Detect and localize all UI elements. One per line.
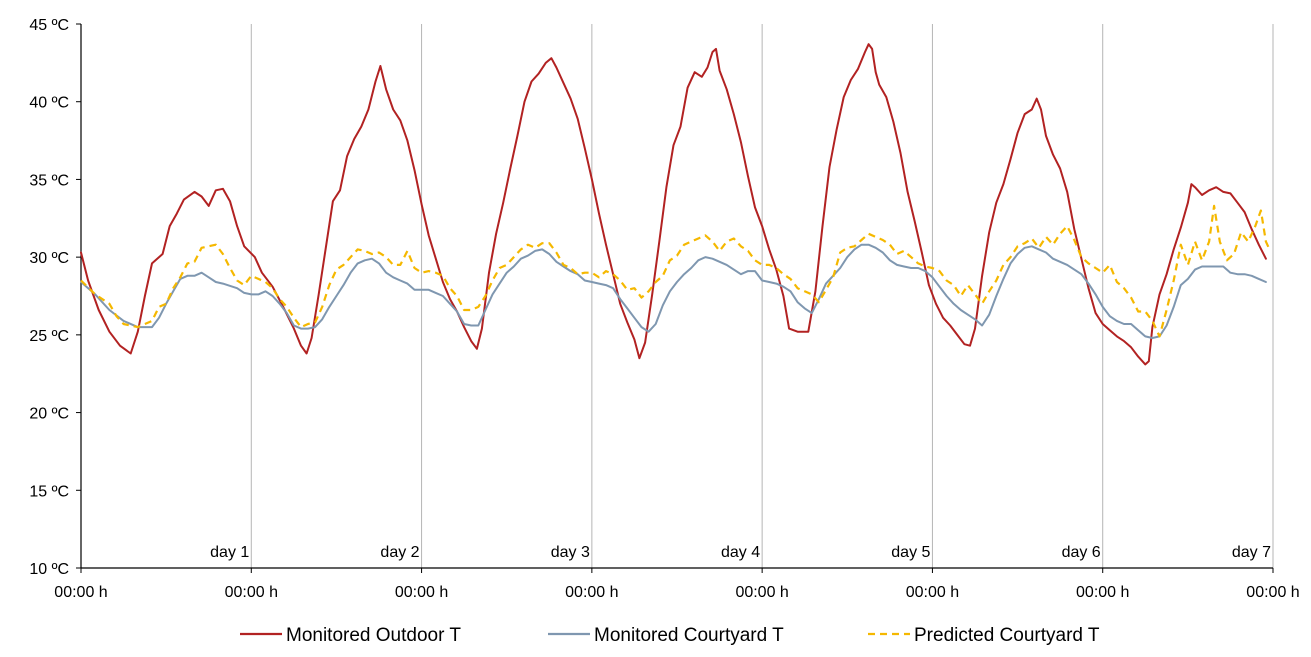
x-tick-label: 00:00 h	[54, 584, 107, 601]
x-tick-label: 00:00 h	[906, 584, 959, 601]
day-label-4: day 4	[721, 544, 760, 561]
y-tick-label: 25 ºC	[29, 328, 69, 345]
x-tick-label: 00:00 h	[565, 584, 618, 601]
legend: Monitored Outdoor T Monitored Courtyard T…	[240, 625, 1100, 646]
y-tick-label: 30 ºC	[29, 250, 69, 267]
x-tick-label: 00:00 h	[1246, 584, 1299, 601]
legend-label: Predicted Courtyard T	[914, 625, 1100, 646]
day-label-2: day 2	[380, 544, 419, 561]
series-line-monitored-courtyard-t	[80, 243, 1267, 339]
y-tick-label: 20 ºC	[29, 406, 69, 423]
x-tick-label: 00:00 h	[1076, 584, 1129, 601]
x-axis-ticks: 00:00 h 00:00 h 00:00 h 00:00 h 00:00 h 00:00…	[54, 568, 1300, 601]
day-label-5: day 5	[891, 544, 930, 561]
x-tick-label: 00:00 h	[395, 584, 448, 601]
legend-label: Monitored Courtyard T	[594, 625, 784, 646]
vertical-gridlines	[250, 24, 1274, 568]
day-label-1: day 1	[210, 544, 249, 561]
y-axis-ticks: 10 ºC 15 ºC 20 ºC 25 ºC 30 ºC 35 ºC 40 ºC 45 ºC	[29, 17, 81, 578]
series-line-monitored-outdoor-t	[80, 43, 1267, 366]
series-lines	[80, 43, 1271, 366]
day-label-3: day 3	[551, 544, 590, 561]
legend-label: Monitored Outdoor T	[286, 625, 461, 646]
axes	[80, 24, 1273, 569]
day-label-6: day 6	[1062, 544, 1101, 561]
y-tick-label: 35 ºC	[29, 172, 69, 189]
y-tick-label: 10 ºC	[29, 561, 69, 578]
y-tick-label: 15 ºC	[29, 483, 69, 500]
day-label-7: day 7	[1232, 544, 1271, 561]
series-line-predicted-courtyard-t	[80, 204, 1271, 338]
x-tick-label: 00:00 h	[225, 584, 278, 601]
x-tick-label: 00:00 h	[735, 584, 788, 601]
y-tick-label: 45 ºC	[29, 17, 69, 34]
y-tick-label: 40 ºC	[29, 95, 69, 112]
day-labels: day 1 day 2 day 3 day 4 day 5 day 6 day 7	[210, 544, 1271, 561]
